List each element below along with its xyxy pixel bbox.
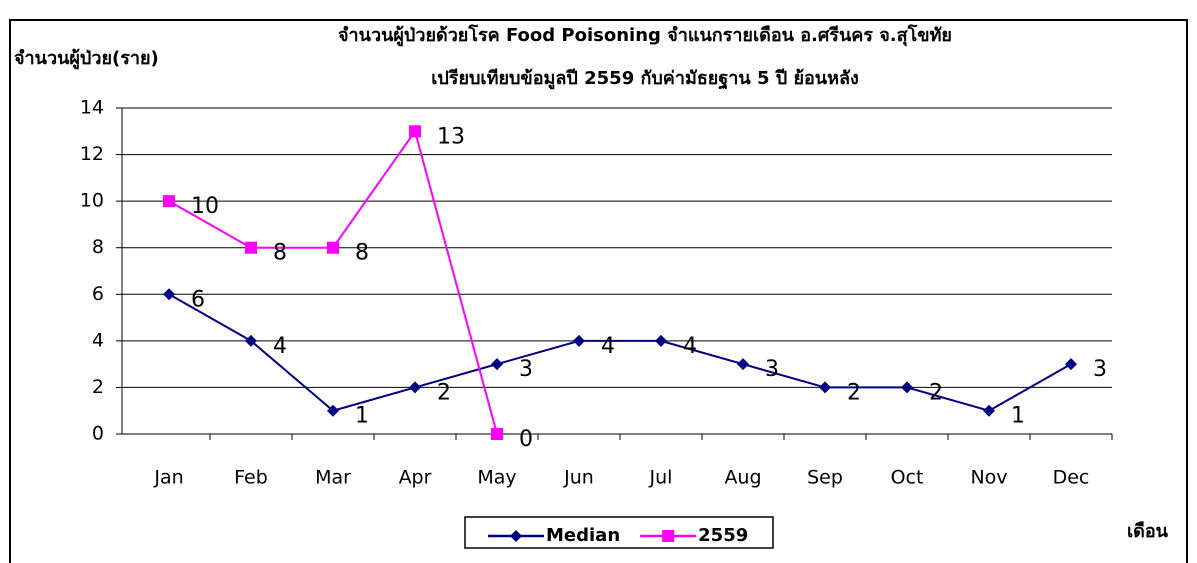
data-point (819, 381, 831, 394)
legend-label: 2559 (698, 525, 748, 546)
y-tick-label: 6 (92, 283, 104, 305)
x-tick-label: May (477, 467, 516, 489)
x-tick-label: Sep (807, 467, 843, 489)
data-point (163, 288, 175, 301)
data-label: 0 (519, 427, 533, 452)
y-tick-label: 2 (92, 376, 104, 398)
data-point (491, 428, 503, 440)
data-label: 4 (273, 334, 287, 359)
data-label: 3 (519, 357, 533, 382)
chart-title: จำนวนผู้ป่วยด้วยโรค Food Poisoning จำแนก… (338, 24, 952, 47)
y-tick-label: 12 (80, 143, 104, 165)
data-label: 1 (355, 404, 369, 429)
data-point (983, 404, 995, 417)
chart-subtitle: เปรียบเทียบข้อมูลปี 2559 กับค่ามัธยฐาน 5… (431, 68, 859, 90)
data-label: 2 (847, 380, 861, 405)
data-point (737, 358, 749, 371)
data-label: 2 (929, 380, 943, 405)
data-point (901, 381, 913, 394)
data-point (1065, 358, 1077, 371)
y-tick-label: 0 (92, 423, 104, 445)
data-label: 10 (191, 194, 219, 219)
data-point (327, 241, 339, 254)
x-tick-label: Dec (1053, 467, 1090, 489)
data-label: 4 (683, 334, 697, 359)
chart-border (9, 19, 1188, 563)
y-axis-label: จำนวนผู้ป่วย(ราย) (14, 48, 159, 70)
x-tick-label: Jun (563, 467, 594, 489)
data-label: 2 (437, 380, 451, 405)
x-tick-label: Oct (891, 467, 924, 489)
data-label: 3 (1093, 357, 1107, 382)
x-tick-label: Jul (649, 467, 673, 489)
x-tick-label: Aug (724, 467, 761, 489)
series-line (168, 293, 1072, 412)
data-label: 13 (437, 124, 465, 149)
data-point (327, 404, 339, 417)
data-point (573, 334, 585, 347)
y-tick-label: 14 (80, 97, 104, 119)
data-point (245, 334, 257, 347)
x-tick-label: Jan (153, 467, 183, 489)
legend-marker (510, 530, 522, 542)
x-tick-label: Apr (399, 467, 432, 489)
data-point (491, 358, 503, 371)
legend-label: Median (546, 525, 620, 546)
x-tick-label: Mar (315, 467, 351, 489)
y-tick-label: 10 (80, 190, 104, 212)
data-label: 8 (273, 241, 287, 266)
data-point (409, 125, 421, 138)
x-axis-label: เดือน (1127, 521, 1169, 542)
x-tick-label: Feb (234, 467, 268, 489)
y-tick-label: 8 (92, 236, 104, 258)
data-label: 1 (1011, 404, 1025, 429)
data-point (409, 381, 421, 394)
data-point (163, 195, 175, 208)
data-label: 3 (765, 357, 779, 382)
x-tick-label: Nov (970, 467, 1007, 489)
data-label: 8 (355, 241, 369, 266)
data-point (655, 334, 667, 347)
legend-marker (662, 530, 675, 542)
data-label: 6 (191, 287, 205, 312)
data-point (245, 241, 257, 254)
data-label: 4 (601, 334, 615, 359)
y-tick-label: 4 (92, 329, 104, 351)
